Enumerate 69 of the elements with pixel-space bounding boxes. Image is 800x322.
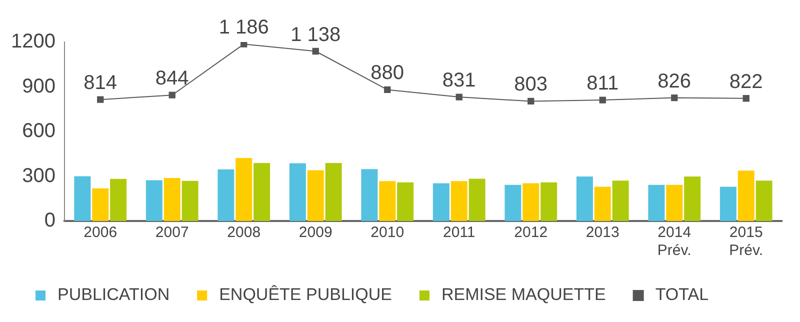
bar [307,170,324,221]
legend-label: ENQUÊTE PUBLIQUE [219,285,392,304]
legend-label: PUBLICATION [58,285,170,304]
bar [361,169,378,221]
legend-label: TOTAL [655,285,709,304]
bar [92,188,109,221]
point [240,42,248,48]
data-label: 822 [729,70,763,93]
bar [522,183,540,221]
data-label: 1 138 [290,24,341,46]
bar [540,182,558,221]
bar [325,162,342,221]
data-label: 814 [84,72,118,94]
data-label: 844 [155,68,189,90]
x-tick-label: 2013 [586,224,620,242]
y-tick-label: 900 [22,75,56,98]
data-label: 826 [658,70,692,92]
x-tick-label: 2011 [442,224,476,242]
y-tick-label: 300 [22,164,56,187]
point [97,96,104,103]
point [312,48,319,55]
bar [218,169,234,221]
bar [74,176,91,221]
bar [612,180,629,221]
bar [182,180,198,221]
point [742,95,750,102]
data-label: 803 [514,74,548,96]
x-tick-label: 2007 [155,224,189,242]
x-tick-label: 2008 [227,224,261,242]
bar [254,162,270,221]
bar [720,186,736,221]
bar [756,180,772,221]
y-tick-label: 0 [44,210,56,232]
bar [289,163,306,221]
data-label: 831 [442,70,476,92]
x-tick-label: 2012 [514,224,548,242]
bar [379,181,396,221]
bar [738,170,754,221]
bar [164,178,180,221]
data-label: 811 [586,72,619,95]
bar [504,184,522,221]
x-tick-label: 2014 Prév. [657,224,692,260]
bar [576,176,593,221]
point [599,96,606,104]
bar [397,182,414,221]
point [456,94,462,100]
y-tick-label: 600 [22,120,56,142]
bar [432,183,450,221]
bar [648,184,665,221]
bar [468,178,486,221]
x-tick-label: 2006 [84,224,118,242]
bar [666,184,683,221]
y-tick-label: 1200 [10,30,56,53]
bar [110,178,127,221]
x-tick-label: 2015 Prév. [729,224,764,260]
bar [236,158,252,221]
point [384,86,391,94]
bar [450,181,468,221]
x-tick-label: 2010 [370,224,404,242]
legend-label: REMISE MAQUETTE [441,285,606,304]
x-tick-label: 2009 [298,224,332,242]
bar [594,186,611,221]
data-label: 1 186 [218,16,269,39]
data-label: 880 [370,62,404,84]
bar [684,176,701,221]
point [168,92,176,98]
point [528,98,534,105]
bar [146,180,162,221]
point [671,94,678,102]
